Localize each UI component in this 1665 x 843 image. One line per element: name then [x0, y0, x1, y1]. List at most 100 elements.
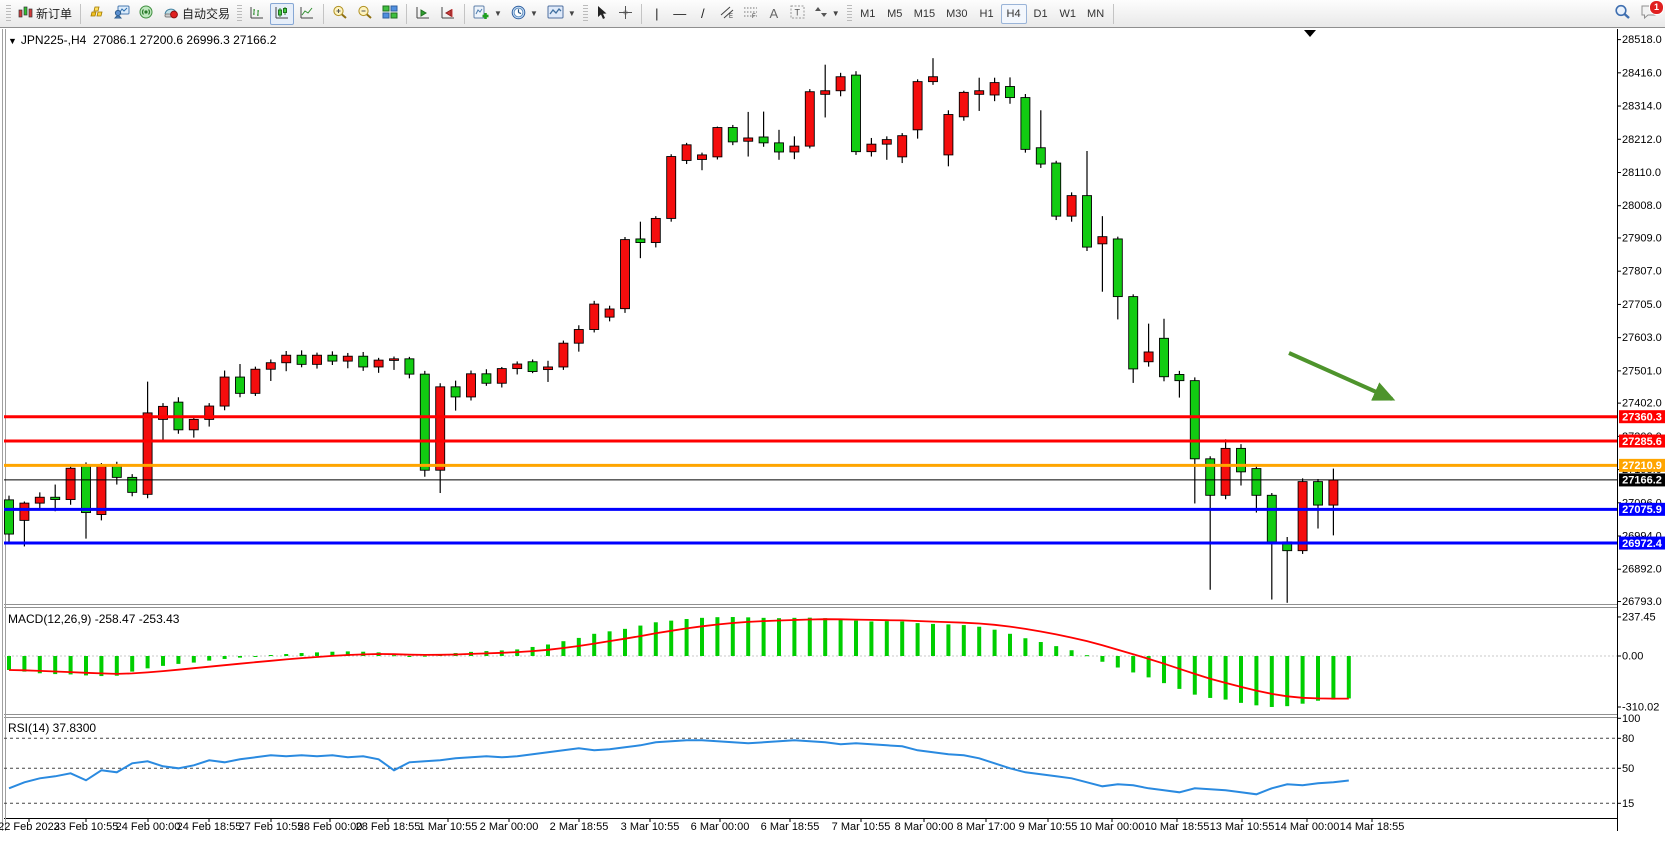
main-toolbar: 新订单 自动交易 [0, 0, 1665, 28]
timeframe-h4-button[interactable]: H4 [1000, 3, 1027, 24]
dropdown-caret-icon: ▼ [831, 9, 840, 18]
svg-text:T: T [794, 8, 800, 18]
svg-text:22 Feb 2023: 22 Feb 2023 [0, 821, 60, 833]
new-order-button[interactable]: 新订单 [14, 3, 76, 25]
collapse-triangle-icon[interactable]: ▼ [8, 36, 17, 46]
text-label-icon: T [790, 5, 805, 22]
chart-shift-button[interactable] [436, 3, 460, 25]
zoom-out-button[interactable] [353, 3, 377, 25]
bar-chart-icon [249, 5, 265, 23]
vertical-line-icon: | [655, 6, 659, 21]
search-button[interactable] [1610, 3, 1635, 25]
trading-account-button[interactable] [110, 3, 134, 25]
vertical-line-tool-button[interactable]: | [646, 3, 668, 25]
svg-text:28212.0: 28212.0 [1622, 134, 1662, 146]
chat-button[interactable]: 1 [1636, 0, 1664, 25]
svg-text:26972.4: 26972.4 [1622, 538, 1663, 550]
svg-text:23 Feb 10:55: 23 Feb 10:55 [54, 821, 119, 833]
line-chart-icon [299, 5, 315, 23]
svg-text:28110.0: 28110.0 [1622, 167, 1661, 179]
signal-broadcast-icon [139, 5, 154, 22]
svg-text:24 Feb 00:00: 24 Feb 00:00 [116, 821, 181, 833]
timeframe-m15-button[interactable]: M15 [913, 7, 936, 20]
svg-text:28416.0: 28416.0 [1622, 67, 1662, 79]
toolbar-grip[interactable] [846, 4, 852, 23]
svg-text:2 Mar 00:00: 2 Mar 00:00 [480, 821, 539, 833]
gold-bars-icon [89, 5, 105, 22]
candlestick-chart-button[interactable] [270, 2, 295, 25]
symbol-period-label: JPN225-,H4 [20, 33, 87, 47]
zoom-in-button[interactable] [328, 3, 352, 25]
rsi-indicator-label: RSI(14) 37.8300 [8, 721, 97, 735]
svg-text:27402.0: 27402.0 [1622, 398, 1662, 410]
text-tool-button[interactable]: A [763, 3, 785, 25]
svg-text:1 Mar 10:55: 1 Mar 10:55 [419, 821, 478, 833]
svg-text:F: F [752, 14, 756, 19]
bar-chart-button[interactable] [245, 3, 269, 25]
svg-text:28 Feb 00:00: 28 Feb 00:00 [298, 821, 363, 833]
timeframe-w1-button[interactable]: W1 [1059, 7, 1077, 20]
auto-scroll-button[interactable] [411, 3, 435, 25]
svg-text:10 Mar 00:00: 10 Mar 00:00 [1080, 821, 1145, 833]
trendline-icon: / [700, 6, 705, 21]
toolbar-grip[interactable] [6, 4, 11, 23]
svg-text:237.45: 237.45 [1622, 611, 1656, 623]
tile-windows-button[interactable] [378, 3, 402, 25]
dropdown-caret-icon: ▼ [567, 9, 576, 18]
horizontal-line-tool-button[interactable]: — [669, 3, 691, 25]
label-tool-button[interactable]: T [786, 3, 809, 25]
new-order-icon [18, 5, 33, 22]
signals-button[interactable] [135, 3, 158, 25]
svg-text:E: E [729, 14, 733, 19]
toolbar-grip[interactable] [582, 4, 588, 23]
chart-template-button[interactable]: ▼ [543, 3, 580, 25]
gold-symbols-button[interactable] [85, 3, 109, 25]
text-A-icon: A [769, 6, 779, 21]
timeframe-h1-button[interactable]: H1 [979, 7, 994, 20]
svg-text:27807.0: 27807.0 [1622, 266, 1662, 278]
svg-text:10 Mar 18:55: 10 Mar 18:55 [1145, 821, 1210, 833]
trendline-tool-button[interactable]: / [692, 3, 714, 25]
svg-text:27285.6: 27285.6 [1622, 436, 1662, 448]
chart-window: 28518.0 28416.0 28314.0 28212.0 28110.0 28008… [0, 28, 1665, 843]
svg-text:15: 15 [1622, 798, 1634, 810]
add-indicator-icon [473, 5, 490, 23]
timeframe-d1-button[interactable]: D1 [1033, 7, 1048, 20]
chart-canvas[interactable]: 28518.0 28416.0 28314.0 28212.0 28110.0 28008… [0, 28, 1665, 843]
svg-text:27909.0: 27909.0 [1622, 232, 1662, 244]
timeframe-mn-button[interactable]: MN [1087, 7, 1105, 20]
dropdown-caret-icon: ▼ [494, 9, 502, 18]
clock-icon [511, 5, 526, 23]
cursor-tool-button[interactable] [591, 3, 613, 25]
timeframe-m30-button[interactable]: M30 [946, 7, 968, 20]
svg-text:13 Mar 10:55: 13 Mar 10:55 [1210, 821, 1275, 833]
chart-shift-icon [440, 5, 456, 23]
svg-text:14 Mar 00:00: 14 Mar 00:00 [1275, 821, 1340, 833]
svg-text:27075.9: 27075.9 [1622, 504, 1662, 516]
svg-text:6 Mar 18:55: 6 Mar 18:55 [761, 821, 820, 833]
period-button[interactable]: ▼ [507, 3, 542, 25]
new-order-label: 新订单 [36, 7, 73, 21]
search-icon [1614, 4, 1631, 23]
svg-text:27166.2: 27166.2 [1622, 475, 1662, 487]
auto-trading-button[interactable]: 自动交易 [159, 3, 234, 25]
svg-text:28008.0: 28008.0 [1622, 200, 1662, 212]
auto-trading-icon [163, 5, 179, 22]
line-chart-button[interactable] [295, 3, 319, 25]
svg-text:27705.0: 27705.0 [1622, 299, 1662, 311]
svg-text:26793.0: 26793.0 [1622, 596, 1662, 608]
timeframe-m1-button[interactable]: M1 [860, 7, 876, 20]
fibonacci-tool-button[interactable]: F [739, 3, 762, 25]
crosshair-tool-button[interactable] [614, 3, 637, 25]
arrows-tool-button[interactable]: ▼ [810, 3, 844, 25]
svg-text:3 Mar 10:55: 3 Mar 10:55 [621, 821, 680, 833]
chart-title: ▼ JPN225-,H4 27086.1 27200.6 26996.3 2716… [8, 33, 276, 47]
svg-text:8 Mar 00:00: 8 Mar 00:00 [895, 821, 954, 833]
add-indicator-button[interactable]: ▼ [469, 3, 506, 25]
timeframe-m5-button[interactable]: M5 [887, 7, 903, 20]
svg-text:50: 50 [1622, 763, 1634, 775]
channel-tool-button[interactable]: E [715, 3, 738, 25]
arrow-objects-icon [814, 5, 828, 22]
trader-screen-icon [114, 5, 130, 22]
toolbar-grip[interactable] [237, 4, 243, 23]
